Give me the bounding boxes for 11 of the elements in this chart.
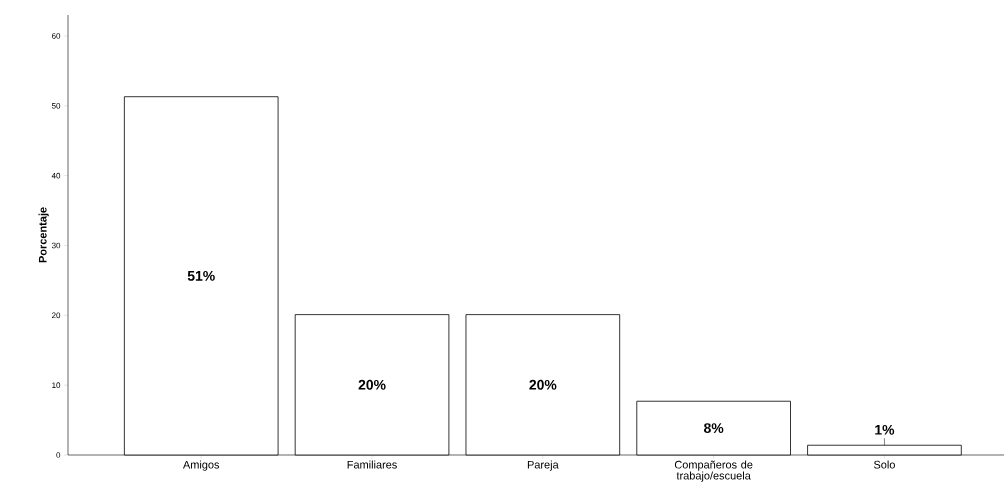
x-tick-label: Pareja bbox=[527, 460, 559, 471]
x-tick-label: Solo bbox=[873, 460, 895, 469]
data-label: 20% bbox=[529, 379, 557, 390]
data-label: 20% bbox=[358, 379, 386, 390]
x-tick-label: Compañeros de trabajo/escuela bbox=[674, 460, 753, 482]
x-tick-label: Familiares bbox=[347, 460, 397, 469]
y-axis-title: Porcentaje bbox=[38, 207, 49, 263]
data-label: 1% bbox=[875, 424, 895, 435]
x-tick-label: Amigos bbox=[182, 460, 220, 471]
data-label: 8% bbox=[704, 423, 724, 434]
data-label: 51% bbox=[187, 270, 215, 281]
